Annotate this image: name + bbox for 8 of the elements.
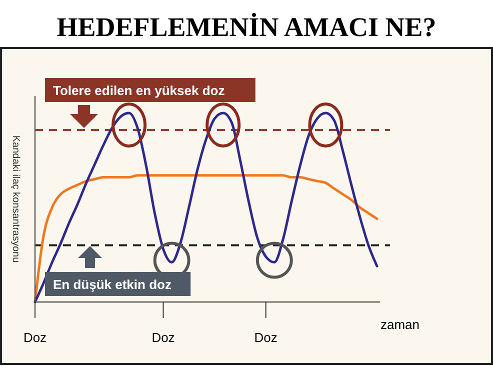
ref-line-label: En düşük etkin doz bbox=[53, 277, 172, 292]
chart-title: HEDEFLEMENİN AMACI NE? bbox=[56, 12, 436, 42]
x-tick-label: Doz bbox=[152, 330, 175, 345]
x-tick-label: Doz bbox=[254, 330, 278, 345]
x-tick-label: Doz bbox=[23, 330, 47, 345]
ref-line-label: Tolere edilen en yüksek doz bbox=[53, 83, 226, 98]
y-axis-title: Kandaki ilaç konsantrasyonu bbox=[10, 135, 21, 263]
x-axis-title: zaman bbox=[380, 317, 420, 332]
